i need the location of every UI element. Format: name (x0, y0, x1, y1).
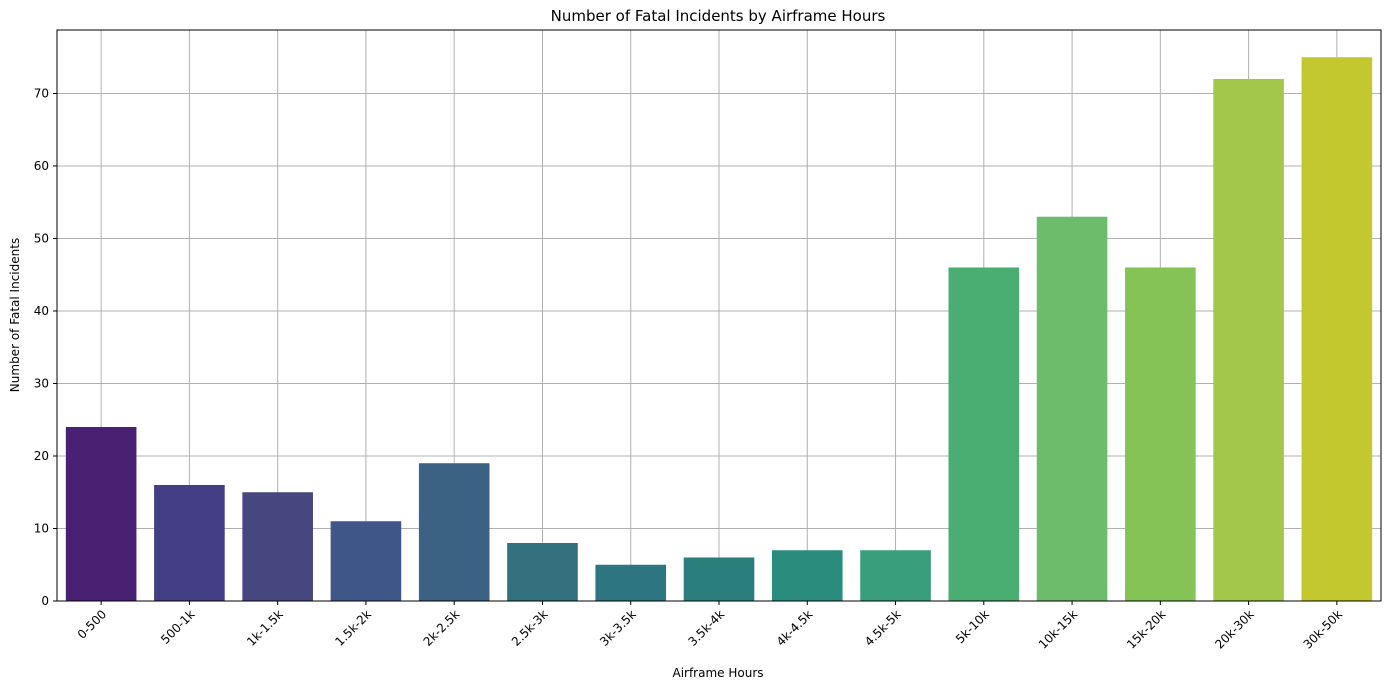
y-tick-label: 70 (34, 86, 49, 100)
chart-title: Number of Fatal Incidents by Airframe Ho… (551, 7, 886, 25)
bar (948, 267, 1020, 601)
bar (1213, 78, 1284, 601)
x-tick-label: 500-1k (158, 607, 198, 647)
bar (683, 557, 755, 601)
bar (65, 426, 137, 601)
x-tick-label: 2.5k-3k (509, 607, 551, 649)
x-tick-label: 30k-50k (1301, 607, 1345, 651)
x-tick-label: 20k-30k (1212, 607, 1256, 651)
x-tick-label: 5k-10k (953, 607, 992, 646)
bar (154, 484, 225, 601)
x-tick-label: 4k-4.5k (774, 607, 816, 649)
x-tick-label: 3k-3.5k (597, 607, 639, 649)
x-tick-label: 10k-15k (1036, 607, 1080, 651)
bars (65, 57, 1373, 601)
bar (330, 521, 402, 601)
x-tick-label: 15k-20k (1124, 607, 1168, 651)
plot-frame (56, 29, 1382, 602)
x-tick-label: 4.5k-5k (862, 607, 904, 649)
bar (1036, 216, 1108, 601)
bar (1125, 267, 1196, 601)
y-axis-label: Number of Fatal Incidents (8, 238, 22, 392)
y-tick-label: 60 (34, 159, 49, 173)
y-tick-label: 30 (34, 376, 49, 390)
y-tick-label: 20 (34, 449, 49, 463)
bar (771, 550, 843, 601)
bar (1301, 57, 1373, 601)
x-tick-label: 0-500 (75, 607, 110, 642)
y-tick-label: 0 (41, 594, 49, 608)
y-tick-label: 40 (34, 304, 49, 318)
x-tick-label: 3.5k-4k (685, 607, 727, 649)
x-axis-label: Airframe Hours (672, 666, 763, 680)
x-tick-label: 1.5k-2k (332, 607, 374, 649)
y-tick-label: 10 (34, 521, 49, 535)
bar (418, 463, 490, 601)
bar (507, 542, 578, 601)
x-tick-label: 2k-2.5k (421, 607, 463, 649)
bar (242, 492, 313, 601)
bar (595, 564, 667, 601)
y-tick-label: 50 (34, 231, 49, 245)
x-tick-label: 1k-1.5k (244, 607, 286, 649)
bar (860, 550, 931, 601)
